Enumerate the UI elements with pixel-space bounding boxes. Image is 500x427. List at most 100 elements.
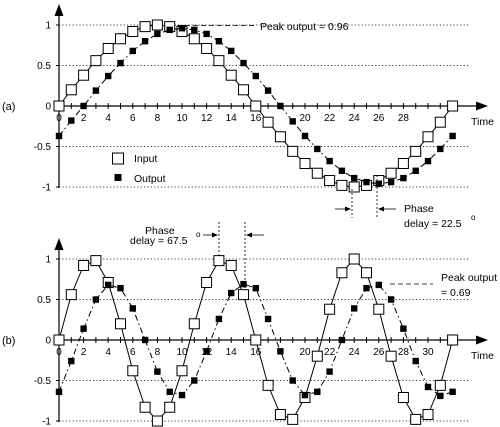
panel-b-output-point xyxy=(240,280,247,288)
panel-a-x-axis-title: Time xyxy=(471,116,494,128)
panel-b-output-point xyxy=(166,388,173,396)
panel-a-series xyxy=(53,19,459,193)
panel-b-y-tick-label: -1 xyxy=(42,417,51,427)
panel-b-y-axis-arrow xyxy=(54,238,64,250)
panel-b-output-point xyxy=(412,357,419,365)
panel-a-output-point xyxy=(375,180,382,187)
panel-a-input-point xyxy=(410,145,422,157)
panel-a-x-tick-label: 10 xyxy=(176,113,188,124)
panel-a-output-point xyxy=(326,157,333,165)
panel-b-output-point xyxy=(338,336,346,344)
panel-b-x-tick-label: 2 xyxy=(81,347,87,358)
panel-a-x-tick-label: 24 xyxy=(349,113,361,124)
panel-a-input-point xyxy=(262,116,274,128)
panel-b-y-tick-label: -0.5 xyxy=(34,376,52,387)
panel-b-input-point xyxy=(213,255,225,267)
panel-b-x-tick-label: 10 xyxy=(176,347,188,358)
panel-a-input-point xyxy=(238,84,249,96)
panel-a-output-point xyxy=(289,118,296,125)
panel-b-x-axis-arrow xyxy=(476,335,488,345)
panel-a-input-point xyxy=(201,42,213,54)
panel-a-output-point xyxy=(351,174,358,182)
panel-b-x-tick-label: 30 xyxy=(422,347,434,358)
panel-b-output-point xyxy=(68,357,75,365)
panel-b-output-point xyxy=(301,391,309,399)
panel-b-input-point xyxy=(90,255,102,267)
panel-a-output-point xyxy=(449,132,456,140)
panel-b-x-tick-label: 22 xyxy=(324,347,336,358)
panel-b-input-point xyxy=(324,303,336,315)
panel-a-input-point xyxy=(385,167,397,179)
panel-b-x-tick-label: 16 xyxy=(250,347,262,358)
panel-a-x-axis-arrow xyxy=(476,101,488,111)
panel-a-input-point xyxy=(311,167,323,179)
panel-a-output-point xyxy=(166,26,173,34)
legend-input-marker xyxy=(112,152,124,165)
panel-a-output-point xyxy=(191,26,198,34)
panel-b-output-point xyxy=(289,377,296,384)
panel-a-output-point xyxy=(55,132,63,140)
panel-a-input-point xyxy=(299,158,311,170)
panel-a-input-point xyxy=(397,158,409,170)
panel-a-y-tick-label: 0 xyxy=(45,102,51,113)
panel-a-output-point xyxy=(154,30,161,38)
panel-a-output-point xyxy=(117,59,124,67)
panel-b-input-point xyxy=(139,401,151,413)
panel-b-peak-output-text: Peak output xyxy=(441,272,497,284)
panel-b-input-point xyxy=(385,350,397,362)
panel-a-y-tick-label: 0.5 xyxy=(37,61,51,72)
panel-a-output-point xyxy=(215,38,223,45)
panel-a-input-point xyxy=(336,179,348,191)
panel-a-input-point xyxy=(213,55,225,67)
panel-a-output-point xyxy=(387,178,395,186)
panel-b-output-point xyxy=(117,284,124,292)
panel-b-input-point xyxy=(373,303,385,315)
panel-b-input-point xyxy=(225,259,237,271)
panel-b-output-point xyxy=(351,305,358,312)
panel-a-input-point xyxy=(422,131,434,143)
panel-b-input-point xyxy=(397,392,409,404)
panel-a-output-point xyxy=(141,38,149,45)
panel-b-output-point xyxy=(424,383,432,391)
panel-a-input-point xyxy=(250,100,262,112)
panel-b-output-point xyxy=(141,336,149,344)
panel-b-input-point xyxy=(410,413,422,425)
panel-a-output-point xyxy=(363,178,370,186)
panel-b-x-axis-title: Time xyxy=(471,350,494,362)
panel-a-output-point xyxy=(240,59,247,67)
panel-b-phase-label: Phase xyxy=(145,225,175,237)
panel-a-input-point xyxy=(274,131,286,143)
panel-a-output-point xyxy=(338,167,346,174)
panel-a-input-point xyxy=(447,100,459,112)
panel-b-output-point xyxy=(264,315,272,323)
panel-a-x-tick-label: 22 xyxy=(324,113,336,124)
panel-a-output-point xyxy=(105,72,112,80)
panel-a-input-point xyxy=(127,25,139,37)
panel-b-input-point xyxy=(361,267,372,279)
panel-b-output-point xyxy=(215,315,223,323)
legend-output-label: Output xyxy=(134,173,166,185)
panel-a-x-tick-label: 28 xyxy=(398,113,410,124)
panel-a-x-tick-label: 20 xyxy=(299,113,311,124)
panel-a-output-point xyxy=(301,132,309,140)
panel-b-output-point xyxy=(191,377,198,384)
panel-b-x-tick-label: 6 xyxy=(130,347,136,358)
panel-b-phase-arrowhead-left xyxy=(212,232,218,238)
panel-b-ticks xyxy=(56,258,454,422)
panel-b-output-point xyxy=(363,284,370,292)
panel-b-output-point xyxy=(92,296,100,303)
panel-b-output-point xyxy=(154,368,161,375)
panel-b-input-point xyxy=(78,259,90,271)
panel-b-x-tick-label: 26 xyxy=(373,347,385,358)
panel-b-x-tick-label: 20 xyxy=(299,347,311,358)
legend-output-marker xyxy=(114,174,122,181)
panel-b-phase-degree: o xyxy=(196,230,201,239)
panel-b-output-point xyxy=(129,305,136,312)
panel-b-input-point xyxy=(250,334,262,346)
panel-b-input-point xyxy=(127,365,139,377)
panel-a-output-point xyxy=(252,72,259,80)
panel-b-y-tick-label: 0.5 xyxy=(37,295,51,306)
panel-a-y-tick-label: -0.5 xyxy=(34,142,52,153)
